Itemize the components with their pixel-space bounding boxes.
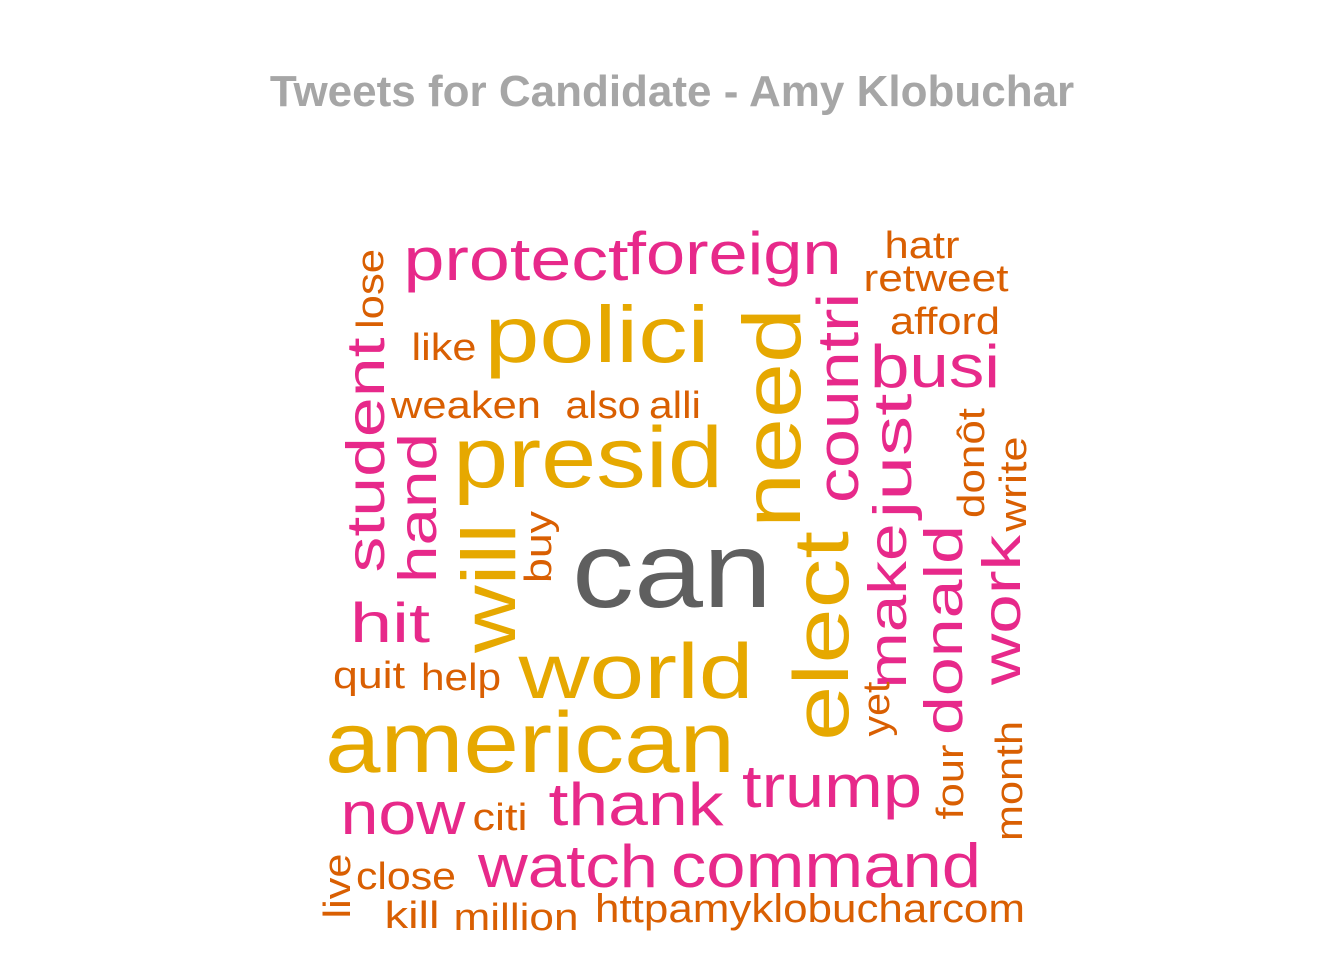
word-also: also — [566, 385, 641, 427]
word-need: need — [727, 308, 818, 528]
word-afford: afford — [890, 301, 1000, 343]
word-thank: thank — [549, 771, 725, 838]
word-httpamyklobucharcom: httpamyklobucharcom — [595, 887, 1025, 931]
word-yet: yet — [856, 681, 898, 736]
word-help: help — [421, 657, 501, 699]
word-buy: buy — [518, 511, 560, 583]
word-watch: watch — [477, 833, 658, 900]
word-citi: citi — [473, 797, 528, 839]
word-write: write — [993, 437, 1035, 533]
word-close: close — [356, 856, 456, 898]
word-retweet: retweet — [864, 258, 1010, 300]
word-million: million — [454, 897, 579, 939]
word-american: american — [325, 695, 735, 791]
word-student: student — [336, 338, 396, 573]
word-make: make — [858, 524, 918, 689]
word-work: work — [972, 534, 1032, 687]
word-lose: lose — [350, 249, 392, 329]
word-month: month — [989, 721, 1031, 841]
word-hand: hand — [388, 433, 448, 583]
word-can: can — [572, 509, 772, 630]
word-countri: countri — [806, 293, 871, 503]
word-will: will — [447, 523, 532, 654]
word-just: just — [863, 394, 923, 522]
word-hit: hit — [350, 591, 431, 654]
word-world: world — [517, 627, 753, 715]
word-now: now — [341, 780, 467, 847]
chart-title: Tweets for Candidate - Amy Klobuchar — [269, 67, 1075, 116]
word-donôt: donôt — [951, 407, 993, 518]
word-busi: busi — [870, 333, 1000, 400]
word-alli: alli — [649, 385, 701, 427]
word-protect: protect — [404, 226, 629, 293]
word-presid: presid — [453, 410, 723, 506]
word-weaken: weaken — [390, 385, 541, 427]
word-polici: polici — [485, 290, 710, 379]
word-trump: trump — [742, 753, 922, 820]
word-hatr: hatr — [885, 225, 960, 267]
word-donald: donald — [914, 525, 974, 735]
word-kill: kill — [385, 895, 440, 937]
word-quit: quit — [333, 655, 406, 697]
word-foreign: foreign — [627, 220, 842, 287]
word-live: live — [317, 854, 359, 919]
word-command: command — [671, 832, 981, 901]
word-four: four — [930, 744, 972, 819]
word-like: like — [412, 327, 477, 369]
word-elect: elect — [777, 531, 865, 741]
